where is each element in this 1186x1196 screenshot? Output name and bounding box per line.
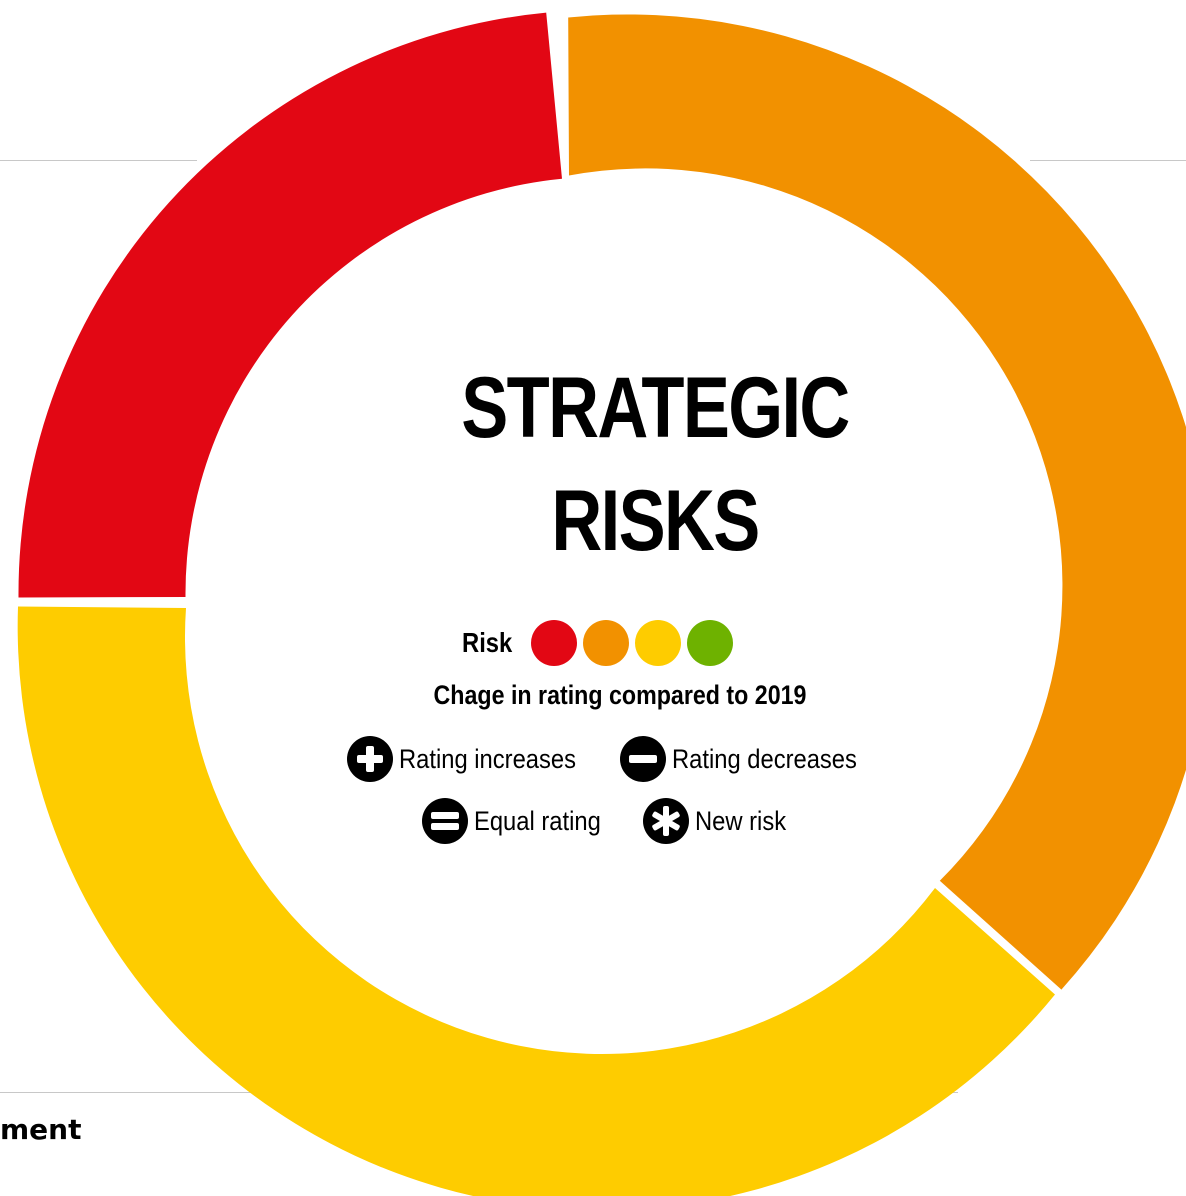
cropped-section-heading: ment bbox=[0, 1113, 82, 1146]
risk-dot-green bbox=[687, 620, 734, 666]
asterisk-icon bbox=[643, 798, 689, 844]
risk-dot-orange bbox=[583, 620, 630, 666]
legend-new-risk: New risk bbox=[643, 798, 799, 844]
legend-rating-decreases: Rating decreases bbox=[620, 736, 882, 782]
minus-icon bbox=[620, 736, 666, 782]
title-line-1: STRATEGIC bbox=[461, 360, 850, 456]
title-line-2: RISKS bbox=[551, 473, 760, 569]
equals-icon bbox=[422, 798, 468, 844]
ring-segment-yellow bbox=[17, 606, 1055, 1196]
risk-label: Risk bbox=[462, 627, 513, 658]
legend-rating-increases-label: Rating increases bbox=[399, 743, 576, 774]
legend-rating-decreases-label: Rating decreases bbox=[672, 743, 857, 774]
risk-dot-yellow bbox=[635, 620, 682, 666]
plus-icon bbox=[347, 736, 393, 782]
legend-equal-rating-label: Equal rating bbox=[474, 805, 601, 836]
legend-rating-increases: Rating increases bbox=[347, 736, 600, 782]
ring-segment-orange bbox=[568, 14, 1186, 990]
legend-equal-rating: Equal rating bbox=[422, 798, 618, 844]
divider-top-right bbox=[1030, 160, 1186, 161]
change-legend-title: Chage in rating compared to 2019 bbox=[433, 680, 807, 710]
risk-color-legend: Risk bbox=[462, 620, 734, 666]
divider-top-left bbox=[0, 160, 197, 161]
ring-segment-red bbox=[18, 12, 563, 598]
risk-dot-red bbox=[531, 620, 578, 666]
legend-new-risk-label: New risk bbox=[695, 805, 787, 836]
